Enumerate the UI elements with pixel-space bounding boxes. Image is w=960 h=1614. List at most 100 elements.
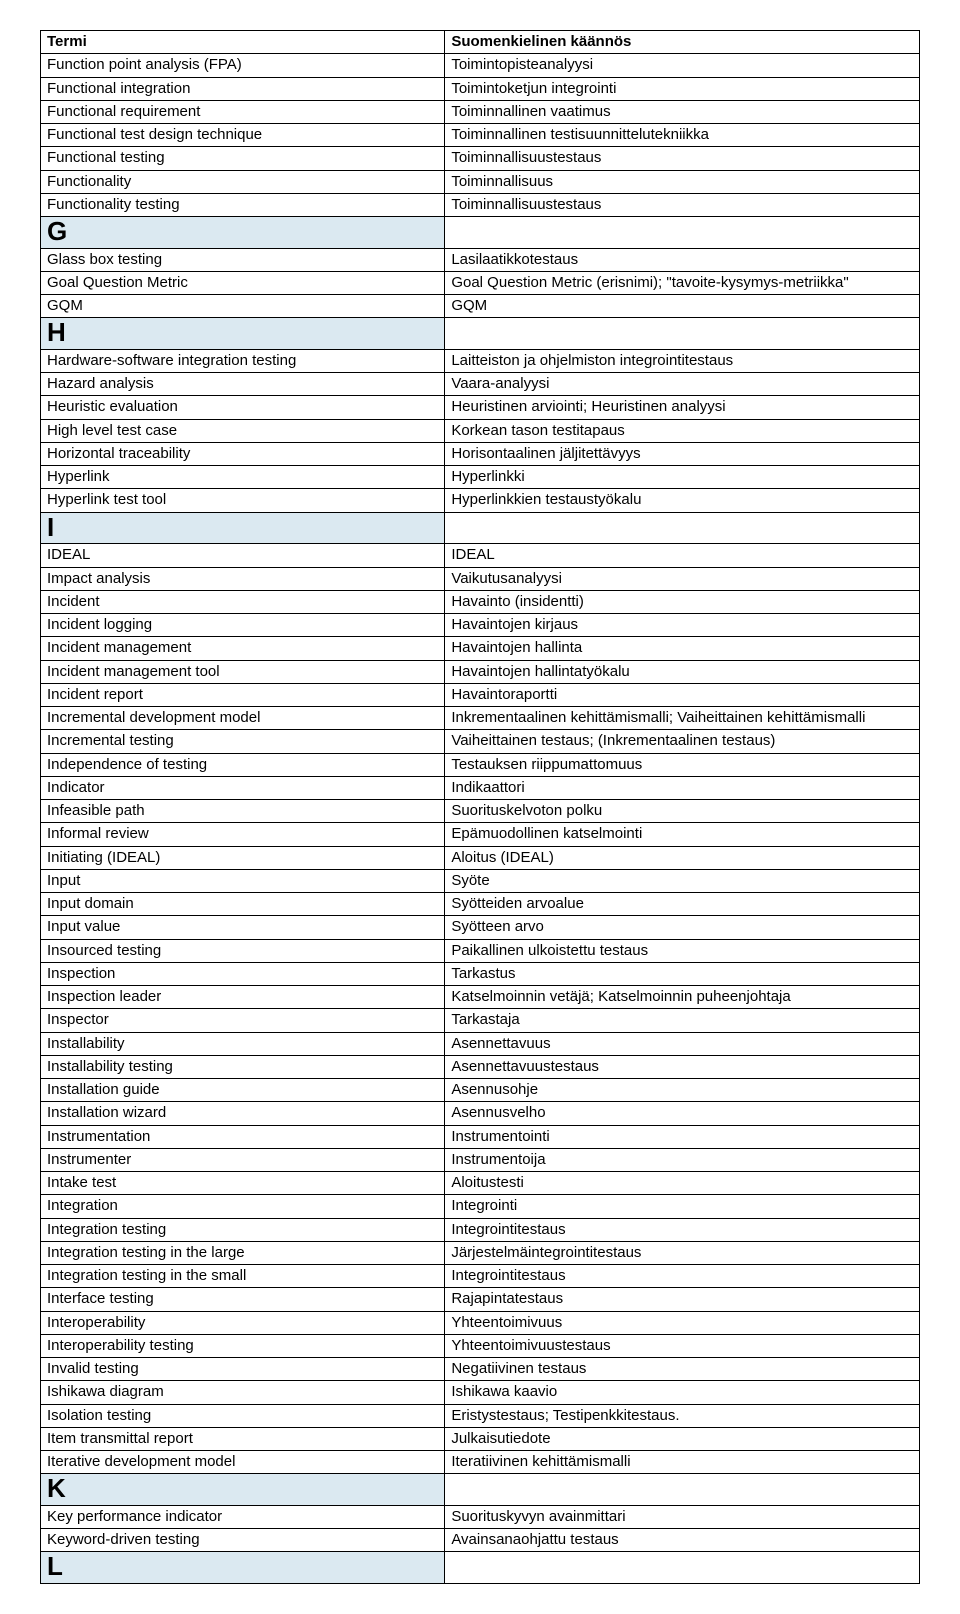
table-row: Ishikawa diagramIshikawa kaavio bbox=[41, 1381, 920, 1404]
term-cell: Installability bbox=[41, 1032, 445, 1055]
term-cell: Keyword-driven testing bbox=[41, 1529, 445, 1552]
translation-cell: Toiminnallisuustestaus bbox=[445, 147, 920, 170]
translation-cell: Integrointi bbox=[445, 1195, 920, 1218]
translation-cell bbox=[445, 318, 920, 350]
translation-cell: Testauksen riippumattomuus bbox=[445, 753, 920, 776]
table-row: Inspection leaderKatselmoinnin vetäjä; K… bbox=[41, 986, 920, 1009]
translation-cell: Tarkastaja bbox=[445, 1009, 920, 1032]
translation-cell: Toiminnallinen vaatimus bbox=[445, 100, 920, 123]
table-row: Input valueSyötteen arvo bbox=[41, 916, 920, 939]
term-cell: High level test case bbox=[41, 419, 445, 442]
translation-cell: Lasilaatikkotestaus bbox=[445, 248, 920, 271]
translation-cell: Havaintojen kirjaus bbox=[445, 614, 920, 637]
table-row: IDEALIDEAL bbox=[41, 544, 920, 567]
term-cell: Inspector bbox=[41, 1009, 445, 1032]
term-cell: Integration testing in the large bbox=[41, 1241, 445, 1264]
table-row: Key performance indicatorSuorituskyvyn a… bbox=[41, 1505, 920, 1528]
term-cell: Installability testing bbox=[41, 1055, 445, 1078]
term-cell: Intake test bbox=[41, 1172, 445, 1195]
table-row: Input domainSyötteiden arvoalue bbox=[41, 893, 920, 916]
translation-cell: Asennusohje bbox=[445, 1079, 920, 1102]
translation-cell: Hyperlinkkien testaustyökalu bbox=[445, 489, 920, 512]
term-cell: Functional integration bbox=[41, 77, 445, 100]
term-cell: Integration bbox=[41, 1195, 445, 1218]
translation-cell bbox=[445, 512, 920, 544]
table-row: Installability testingAsennettavuustesta… bbox=[41, 1055, 920, 1078]
table-row: InteroperabilityYhteentoimivuus bbox=[41, 1311, 920, 1334]
term-cell: Functionality testing bbox=[41, 193, 445, 216]
table-row: Functional testingToiminnallisuustestaus bbox=[41, 147, 920, 170]
section-letter: G bbox=[41, 217, 445, 249]
term-cell: Input domain bbox=[41, 893, 445, 916]
table-row: InputSyöte bbox=[41, 869, 920, 892]
translation-cell: IDEAL bbox=[445, 544, 920, 567]
term-cell: Heuristic evaluation bbox=[41, 396, 445, 419]
table-row: Functional integrationToimintoketjun int… bbox=[41, 77, 920, 100]
table-row: InspectorTarkastaja bbox=[41, 1009, 920, 1032]
section-letter-row: I bbox=[41, 512, 920, 544]
translation-cell: Julkaisutiedote bbox=[445, 1427, 920, 1450]
translation-cell: Ishikawa kaavio bbox=[445, 1381, 920, 1404]
section-letter: I bbox=[41, 512, 445, 544]
term-cell: Functional requirement bbox=[41, 100, 445, 123]
translation-cell: Rajapintatestaus bbox=[445, 1288, 920, 1311]
translation-cell: Korkean tason testitapaus bbox=[445, 419, 920, 442]
term-cell: Functional testing bbox=[41, 147, 445, 170]
table-row: Independence of testingTestauksen riippu… bbox=[41, 753, 920, 776]
table-row: InstallabilityAsennettavuus bbox=[41, 1032, 920, 1055]
table-row: IntegrationIntegrointi bbox=[41, 1195, 920, 1218]
translation-cell: Epämuodollinen katselmointi bbox=[445, 823, 920, 846]
translation-cell: Asennettavuustestaus bbox=[445, 1055, 920, 1078]
table-row: Infeasible pathSuorituskelvoton polku bbox=[41, 800, 920, 823]
table-row: Hardware-software integration testingLai… bbox=[41, 349, 920, 372]
term-cell: Incremental development model bbox=[41, 707, 445, 730]
term-cell: GQM bbox=[41, 295, 445, 318]
translation-cell bbox=[445, 1552, 920, 1584]
translation-cell: Indikaattori bbox=[445, 776, 920, 799]
translation-cell: Suorituskyvyn avainmittari bbox=[445, 1505, 920, 1528]
translation-cell: Yhteentoimivuustestaus bbox=[445, 1334, 920, 1357]
term-cell: Hardware-software integration testing bbox=[41, 349, 445, 372]
term-cell: Hyperlink test tool bbox=[41, 489, 445, 512]
term-cell: Inspection leader bbox=[41, 986, 445, 1009]
translation-cell: Avainsanaohjattu testaus bbox=[445, 1529, 920, 1552]
translation-cell: Inkrementaalinen kehittämismalli; Vaihei… bbox=[445, 707, 920, 730]
translation-cell: Goal Question Metric (erisnimi); "tavoit… bbox=[445, 271, 920, 294]
translation-cell: Syötteen arvo bbox=[445, 916, 920, 939]
table-row: Installation guideAsennusohje bbox=[41, 1079, 920, 1102]
term-cell: Informal review bbox=[41, 823, 445, 846]
table-row: Glass box testingLasilaatikkotestaus bbox=[41, 248, 920, 271]
translation-cell: Yhteentoimivuus bbox=[445, 1311, 920, 1334]
translation-cell: Toimintoketjun integrointi bbox=[445, 77, 920, 100]
table-row: Incident reportHavaintoraportti bbox=[41, 683, 920, 706]
term-cell: Infeasible path bbox=[41, 800, 445, 823]
term-cell: Function point analysis (FPA) bbox=[41, 54, 445, 77]
table-row: Incremental development modelInkrementaa… bbox=[41, 707, 920, 730]
section-letter-row: G bbox=[41, 217, 920, 249]
table-row: Functionality testingToiminnallisuustest… bbox=[41, 193, 920, 216]
translation-cell: Aloitustesti bbox=[445, 1172, 920, 1195]
table-row: InspectionTarkastus bbox=[41, 962, 920, 985]
translation-cell bbox=[445, 1474, 920, 1506]
table-row: Isolation testingEristystestaus; Testipe… bbox=[41, 1404, 920, 1427]
translation-cell: Järjestelmäintegrointitestaus bbox=[445, 1241, 920, 1264]
term-cell: Interoperability bbox=[41, 1311, 445, 1334]
term-cell: Goal Question Metric bbox=[41, 271, 445, 294]
translation-cell: Aloitus (IDEAL) bbox=[445, 846, 920, 869]
translation-cell: Integrointitestaus bbox=[445, 1265, 920, 1288]
term-cell: Insourced testing bbox=[41, 939, 445, 962]
header-term: Termi bbox=[41, 31, 445, 54]
term-cell: Input value bbox=[41, 916, 445, 939]
translation-cell: Toiminnallinen testisuunnittelutekniikka bbox=[445, 124, 920, 147]
term-cell: Key performance indicator bbox=[41, 1505, 445, 1528]
term-cell: Horizontal traceability bbox=[41, 442, 445, 465]
table-row: High level test caseKorkean tason testit… bbox=[41, 419, 920, 442]
term-cell: Indicator bbox=[41, 776, 445, 799]
table-row: Incident managementHavaintojen hallinta bbox=[41, 637, 920, 660]
term-cell: Functionality bbox=[41, 170, 445, 193]
term-cell: Functional test design technique bbox=[41, 124, 445, 147]
term-cell: Interoperability testing bbox=[41, 1334, 445, 1357]
translation-cell: Toimintopisteanalyysi bbox=[445, 54, 920, 77]
translation-cell bbox=[445, 217, 920, 249]
term-cell: Incident management tool bbox=[41, 660, 445, 683]
